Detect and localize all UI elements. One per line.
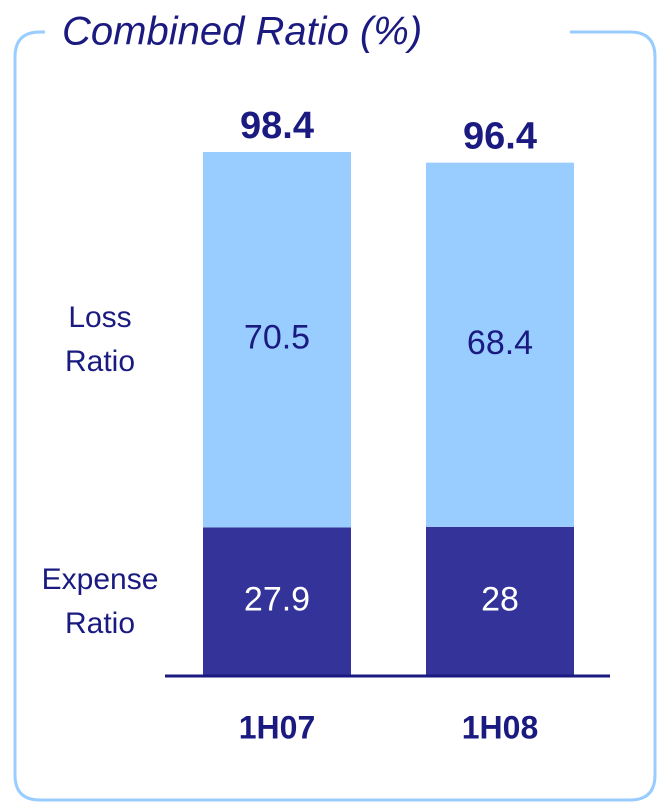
bar-segment bbox=[426, 162, 574, 527]
bar-segment bbox=[426, 526, 574, 676]
legend-label: Loss Ratio bbox=[64, 300, 136, 378]
segment-label: 28 bbox=[481, 580, 519, 618]
segment-label: 70.5 bbox=[244, 319, 310, 357]
segment-label: 27.9 bbox=[244, 581, 310, 619]
bar-segment bbox=[203, 527, 351, 676]
bar-segment bbox=[203, 152, 351, 528]
total-label: 98.4 bbox=[240, 105, 314, 147]
chart-title: Combined Ratio (%) bbox=[62, 10, 422, 54]
segment-label: 68.4 bbox=[467, 324, 533, 362]
legend-label: Expense Ratio bbox=[41, 562, 159, 640]
x-tick-label: 1H08 bbox=[462, 709, 539, 745]
total-label: 96.4 bbox=[463, 116, 537, 158]
frame bbox=[13, 30, 657, 802]
x-tick-label: 1H07 bbox=[239, 709, 316, 745]
